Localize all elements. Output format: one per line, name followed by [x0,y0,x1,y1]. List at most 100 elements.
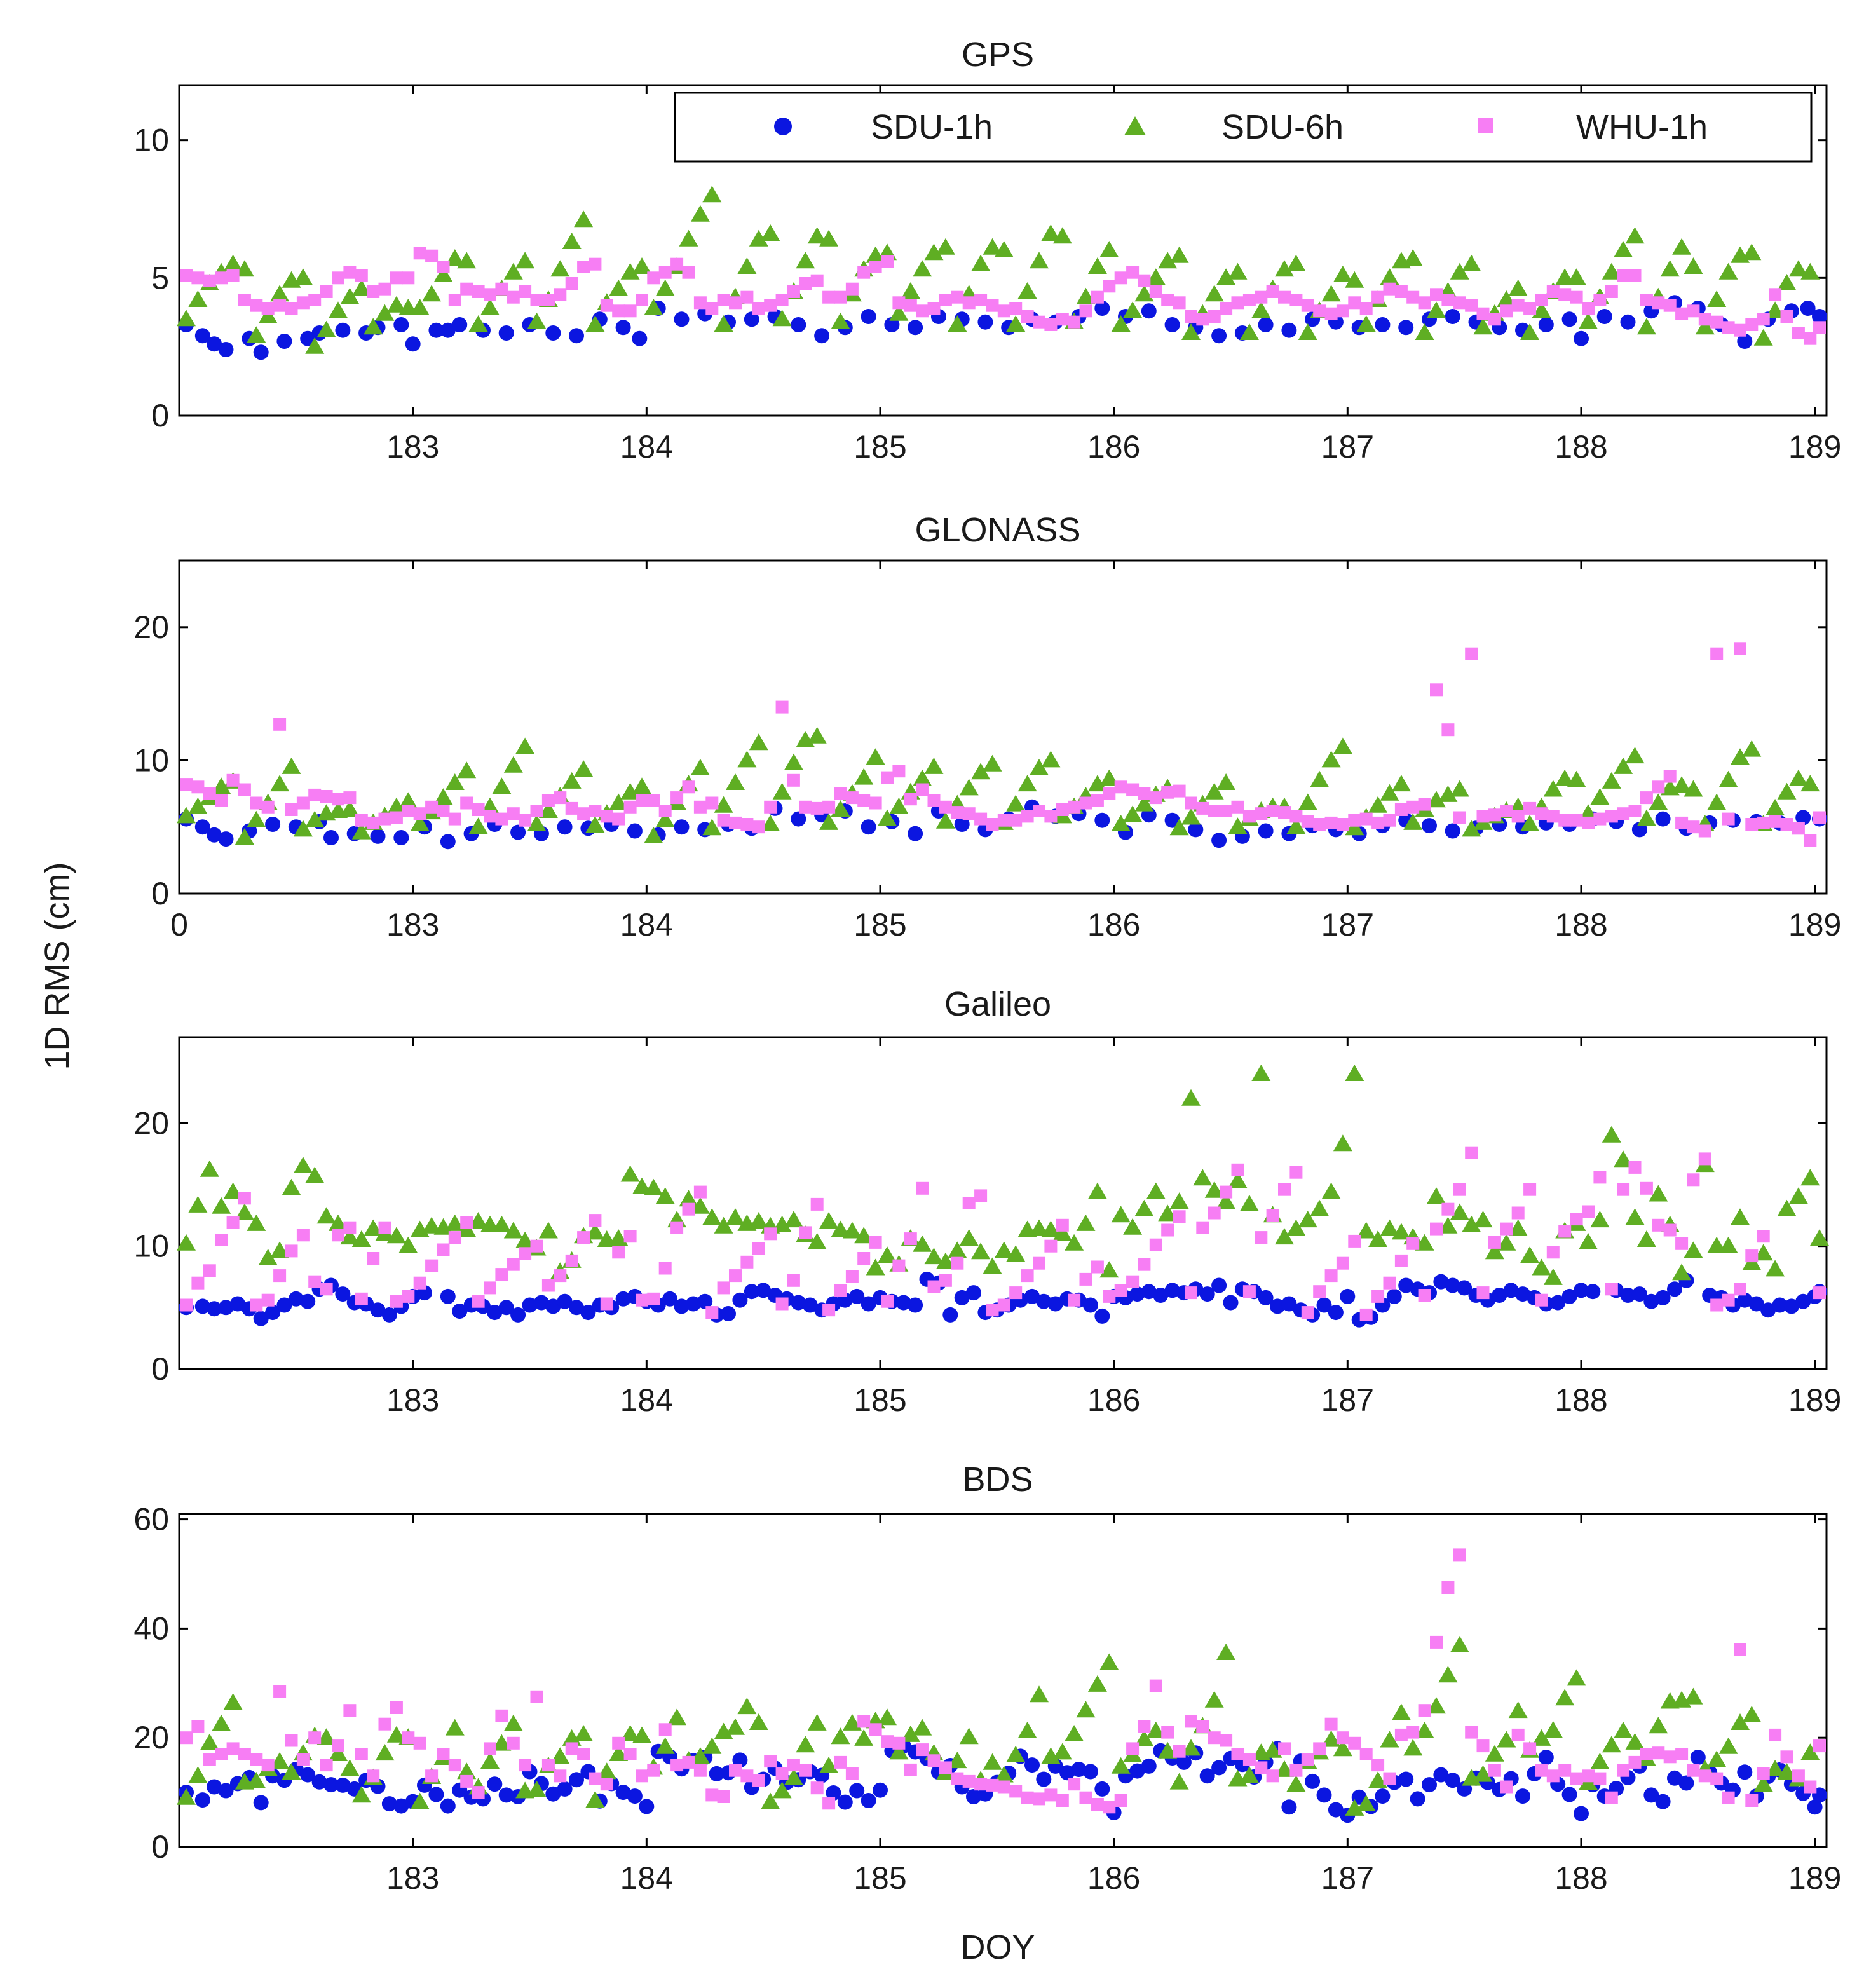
point-galileo-sdu-6h-69 [983,1257,1002,1274]
point-galileo-sdu-6h-136 [1766,1260,1785,1277]
point-bds-whu-1h-71 [1009,1785,1023,1798]
data-marks-glonass [177,642,1827,850]
point-bds-whu-1h-6 [250,1753,263,1766]
point-galileo-whu-1h-71 [1009,1286,1023,1300]
point-gps-whu-1h-29 [519,285,532,298]
point-glonass-whu-1h-110 [1465,647,1478,660]
point-gps-whu-1h-93 [1266,285,1279,298]
point-gps-sdu-1h-51 [1258,317,1274,332]
point-gps-whu-1h-7 [261,302,275,315]
point-galileo-whu-1h-49 [752,1242,765,1255]
point-galileo-sdu-6h-39 [632,1177,651,1194]
point-glonass-whu-1h-16 [367,816,380,829]
point-galileo-sdu-1h-102 [1386,1288,1402,1304]
point-glonass-sdu-1h-35 [954,817,970,832]
point-galileo-sdu-1h-107 [1445,1277,1460,1293]
point-bds-whu-1h-66 [951,1772,964,1785]
point-glonass-sdu-1h-5 [265,817,281,832]
point-gps-whu-1h-32 [554,288,567,301]
point-galileo-whu-1h-56 [834,1284,847,1297]
point-galileo-whu-1h-7 [261,1293,275,1307]
point-bds-whu-1h-110 [1465,1726,1478,1739]
point-bds-sdu-1h-126 [1655,1794,1671,1809]
point-gps-whu-1h-5 [238,294,251,306]
point-bds-whu-1h-58 [857,1715,871,1728]
point-glonass-whu-1h-50 [764,800,777,814]
point-glonass-whu-1h-135 [1757,816,1770,829]
point-bds-whu-1h-126 [1652,1746,1665,1760]
point-gps-whu-1h-139 [1804,332,1817,345]
point-galileo-sdu-1h-57 [861,1296,876,1312]
point-glonass-sdu-6h-96 [1298,793,1317,810]
point-glonass-sdu-1h-21 [627,823,643,839]
point-bds-whu-1h-103 [1383,1772,1396,1785]
point-galileo-sdu-1h-36 [615,1291,631,1307]
point-gps-sdu-6h-79 [1099,241,1119,257]
point-glonass-whu-1h-9 [285,803,298,816]
point-glonass-sdu-6h-15 [351,822,371,840]
point-glonass-sdu-6h-40 [644,826,663,843]
point-gps-sdu-6h-91 [1239,323,1259,340]
point-gps-sdu-1h-5 [253,344,269,360]
point-galileo-whu-1h-121 [1593,1171,1607,1184]
point-galileo-sdu-6h-27 [492,1215,512,1232]
point-bds-sdu-6h-8 [270,1752,290,1769]
point-glonass-sdu-1h-56 [1445,823,1460,839]
point-glonass-whu-1h-37 [612,812,625,826]
point-galileo-whu-1h-4 [226,1216,240,1229]
point-glonass-whu-1h-114 [1511,810,1525,823]
point-glonass-whu-1h-34 [577,807,590,820]
point-galileo-sdu-6h-68 [971,1242,991,1260]
point-galileo-sdu-1h-43 [697,1293,713,1309]
point-glonass-sdu-6h-131 [1707,793,1727,810]
point-bds-sdu-6h-116 [1532,1729,1551,1746]
point-bds-whu-1h-61 [892,1736,906,1750]
point-galileo-sdu-1h-52 [802,1297,818,1313]
data-marks-gps [177,186,1827,360]
point-gps-sdu-6h-18 [386,296,406,313]
point-glonass-sdu-6h-105 [1403,813,1423,830]
point-galileo-sdu-6h-92 [1251,1065,1271,1081]
point-galileo-whu-1h-6 [250,1298,263,1312]
point-gps-whu-1h-51 [775,294,789,306]
point-bds-whu-1h-39 [636,1769,648,1783]
point-galileo-sdu-1h-65 [954,1290,970,1305]
point-galileo-whu-1h-134 [1745,1249,1759,1263]
point-gps-whu-1h-62 [904,299,917,312]
point-galileo-whu-1h-33 [565,1254,578,1267]
point-gps-sdu-6h-86 [1181,323,1201,340]
point-galileo-sdu-1h-64 [942,1307,958,1323]
point-galileo-sdu-6h-126 [1649,1185,1668,1202]
point-glonass-whu-1h-25 [472,803,485,816]
point-glonass-sdu-6h-5 [235,828,254,845]
point-galileo-sdu-1h-71 [1024,1288,1040,1304]
point-bds-sdu-1h-81 [1129,1763,1145,1779]
point-glonass-whu-1h-95 [1289,810,1303,823]
point-bds-whu-1h-62 [904,1763,917,1776]
point-gps-sdu-6h-100 [1345,271,1364,288]
point-bds-whu-1h-102 [1371,1759,1385,1772]
point-gps-whu-1h-27 [495,282,508,296]
point-gps-sdu-6h-66 [948,315,967,332]
point-gps-whu-1h-58 [857,266,871,279]
point-galileo-sdu-6h-80 [1111,1206,1131,1223]
point-glonass-sdu-6h-47 [726,773,745,790]
point-glonass-whu-1h-47 [729,816,742,829]
point-galileo-whu-1h-100 [1348,1234,1361,1248]
point-bds-sdu-6h-139 [1800,1743,1820,1760]
point-gps-sdu-6h-16 [364,318,383,335]
point-glonass-whu-1h-72 [1021,810,1034,823]
point-bds-whu-1h-33 [565,1742,578,1755]
point-gps-sdu-1h-24 [632,330,648,346]
point-bds-sdu-6h-37 [609,1745,629,1761]
point-galileo-sdu-1h-118 [1574,1283,1589,1298]
point-bds-whu-1h-72 [1021,1791,1034,1804]
point-bds-sdu-1h-58 [861,1793,876,1808]
point-gps-sdu-1h-26 [674,311,690,327]
point-glonass-sdu-6h-60 [878,809,897,826]
point-bds-sdu-1h-108 [1445,1773,1460,1788]
point-bds-whu-1h-2 [203,1753,216,1766]
point-galileo-whu-1h-87 [1196,1221,1209,1234]
point-gps-sdu-1h-35 [884,317,900,332]
point-bds-sdu-1h-72 [1024,1757,1040,1773]
